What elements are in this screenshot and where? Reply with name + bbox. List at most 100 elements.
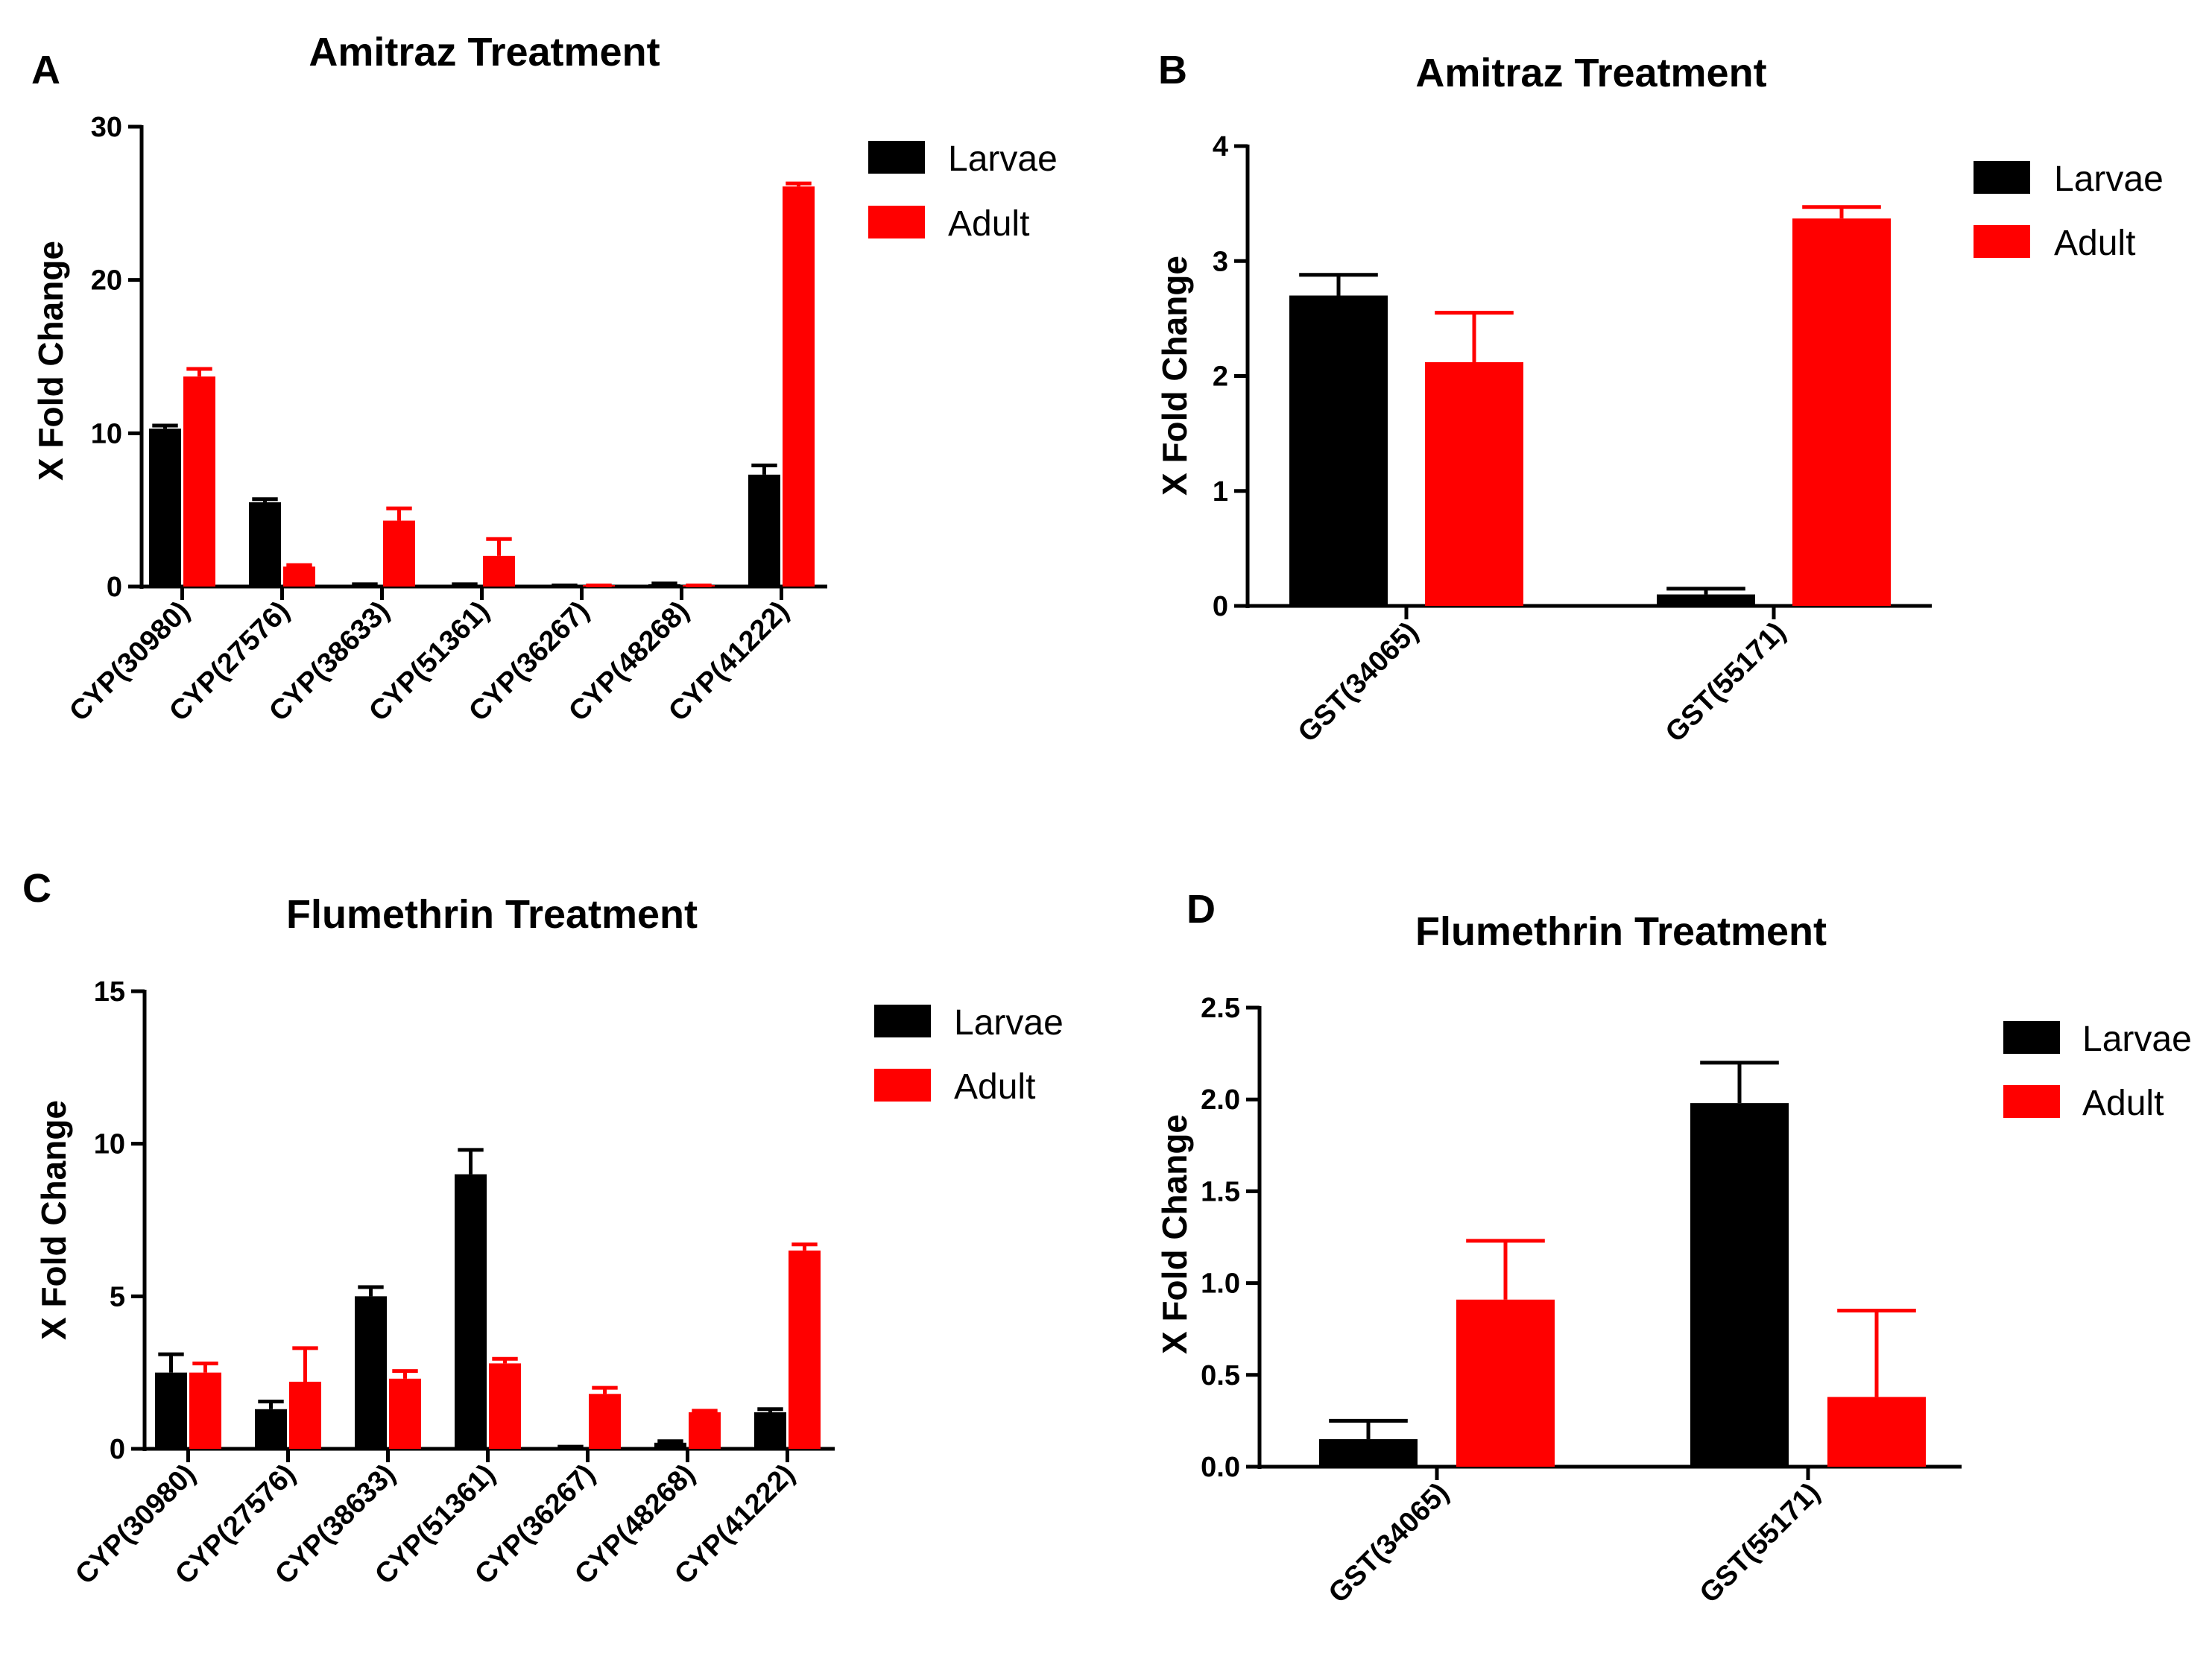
y-tick-label: 0 — [1213, 591, 1228, 622]
error-bar-adult-1 — [1837, 1309, 1916, 1397]
y-tick-label: 2.0 — [1201, 1084, 1240, 1116]
legend-swatch-adult — [868, 206, 925, 238]
bar-larvae-2 — [355, 1296, 387, 1449]
y-tick-label: 20 — [91, 265, 122, 297]
y-tick-label: 2 — [1213, 361, 1228, 393]
y-axis-label: X Fold Change — [1155, 1114, 1194, 1354]
error-bar-adult-0 — [186, 367, 212, 377]
error-bar-adult-0 — [1466, 1239, 1545, 1300]
y-tick-label: 0.5 — [1201, 1360, 1240, 1391]
error-bar-adult-1 — [1802, 205, 1881, 219]
y-tick-label: 1.0 — [1201, 1268, 1240, 1300]
error-bar-adult-5 — [692, 1409, 718, 1413]
legend: Larvae Adult — [868, 139, 1058, 244]
error-bar-adult-1 — [292, 1346, 318, 1382]
error-bar-larvae-0 — [1299, 273, 1378, 296]
legend: Larvae Adult — [874, 1003, 1064, 1107]
bar-adult-0 — [1456, 1299, 1555, 1467]
bar-adult-1 — [283, 566, 315, 587]
error-bar-adult-0 — [192, 1361, 218, 1373]
chart-title: Amitraz Treatment — [1415, 51, 1766, 95]
error-bar-larvae-6 — [757, 1407, 783, 1412]
legend: Larvae Adult — [1974, 159, 2164, 263]
chart-title: Flumethrin Treatment — [1415, 909, 1827, 954]
bar-larvae-0 — [1289, 295, 1388, 606]
legend-swatch-larvae — [2003, 1021, 2060, 1054]
y-tick-label: 0 — [110, 1434, 125, 1465]
bar-larvae-0 — [1319, 1439, 1418, 1467]
legend-label-larvae: Larvae — [2082, 1020, 2192, 1059]
legend-label-adult: Adult — [2054, 224, 2135, 263]
error-bar-adult-3 — [492, 1356, 518, 1364]
bar-adult-2 — [389, 1378, 421, 1449]
legend-label-adult: Adult — [948, 204, 1029, 244]
error-bar-adult-4 — [592, 1385, 618, 1394]
bar-larvae-1 — [1690, 1103, 1789, 1467]
y-tick-label: 30 — [91, 112, 122, 143]
y-tick-label: 10 — [91, 418, 122, 449]
legend-swatch-adult — [1974, 225, 2030, 258]
panel-letter: C — [22, 866, 51, 911]
error-bar-adult-1 — [286, 563, 312, 567]
error-bar-adult-0 — [1435, 311, 1514, 362]
y-axis-label: X Fold Change — [31, 241, 70, 481]
error-bar-larvae-1 — [252, 497, 278, 502]
bar-adult-6 — [789, 1250, 821, 1449]
bar-larvae-1 — [255, 1409, 287, 1449]
y-tick-label: 3 — [1213, 246, 1228, 277]
legend: Larvae Adult — [2003, 1020, 2192, 1123]
y-tick-label: 1 — [1213, 476, 1228, 508]
bar-adult-4 — [589, 1394, 621, 1449]
bar-larvae-6 — [748, 474, 780, 587]
panel-letter: A — [31, 48, 60, 92]
panel-letter: B — [1158, 48, 1187, 92]
legend-label-larvae: Larvae — [954, 1003, 1064, 1043]
bar-adult-1 — [1792, 218, 1891, 606]
bar-larvae-1 — [249, 502, 281, 587]
error-bar-adult-3 — [486, 537, 512, 556]
legend-label-larvae: Larvae — [948, 139, 1058, 179]
legend-swatch-adult — [2003, 1085, 2060, 1118]
legend-swatch-larvae — [1974, 161, 2030, 194]
error-bar-larvae-5 — [657, 1439, 683, 1444]
bar-adult-1 — [289, 1381, 321, 1449]
y-axis-label: X Fold Change — [34, 1100, 73, 1340]
y-tick-label: 0.0 — [1201, 1452, 1240, 1483]
bar-larvae-0 — [155, 1372, 187, 1449]
y-tick-label: 5 — [110, 1281, 125, 1312]
legend-swatch-larvae — [874, 1005, 931, 1037]
legend-swatch-larvae — [868, 141, 925, 174]
error-bar-larvae-2 — [352, 582, 378, 587]
error-bar-larvae-0 — [152, 423, 178, 429]
bar-larvae-6 — [754, 1412, 786, 1449]
error-bar-larvae-0 — [1329, 1418, 1408, 1440]
bar-adult-0 — [183, 376, 215, 587]
legend-swatch-adult — [874, 1069, 931, 1102]
error-bar-adult-6 — [791, 1242, 818, 1251]
y-tick-label: 10 — [94, 1129, 125, 1160]
chart-title: Amitraz Treatment — [309, 30, 660, 75]
error-bar-larvae-2 — [358, 1285, 384, 1297]
error-bar-larvae-1 — [258, 1400, 284, 1409]
y-axis-label: X Fold Change — [1155, 256, 1194, 496]
y-tick-label: 15 — [94, 976, 125, 1008]
error-bar-adult-6 — [786, 181, 812, 187]
panel-letter: D — [1186, 887, 1216, 932]
error-bar-larvae-6 — [751, 464, 777, 475]
bar-larvae-0 — [149, 429, 181, 587]
legend-label-larvae: Larvae — [2054, 159, 2164, 199]
bar-larvae-1 — [1657, 594, 1755, 606]
bar-adult-0 — [189, 1372, 221, 1449]
error-bar-larvae-0 — [158, 1352, 184, 1373]
bar-adult-3 — [483, 555, 515, 587]
y-tick-label: 4 — [1213, 131, 1228, 162]
y-tick-label: 2.5 — [1201, 993, 1240, 1024]
error-bar-larvae-3 — [458, 1148, 484, 1175]
bar-adult-2 — [383, 520, 415, 587]
legend-label-adult: Adult — [954, 1067, 1035, 1107]
bar-larvae-3 — [455, 1174, 487, 1449]
legend-label-adult: Adult — [2082, 1084, 2164, 1123]
error-bar-adult-2 — [392, 1369, 418, 1379]
bar-larvae-5 — [648, 584, 680, 587]
